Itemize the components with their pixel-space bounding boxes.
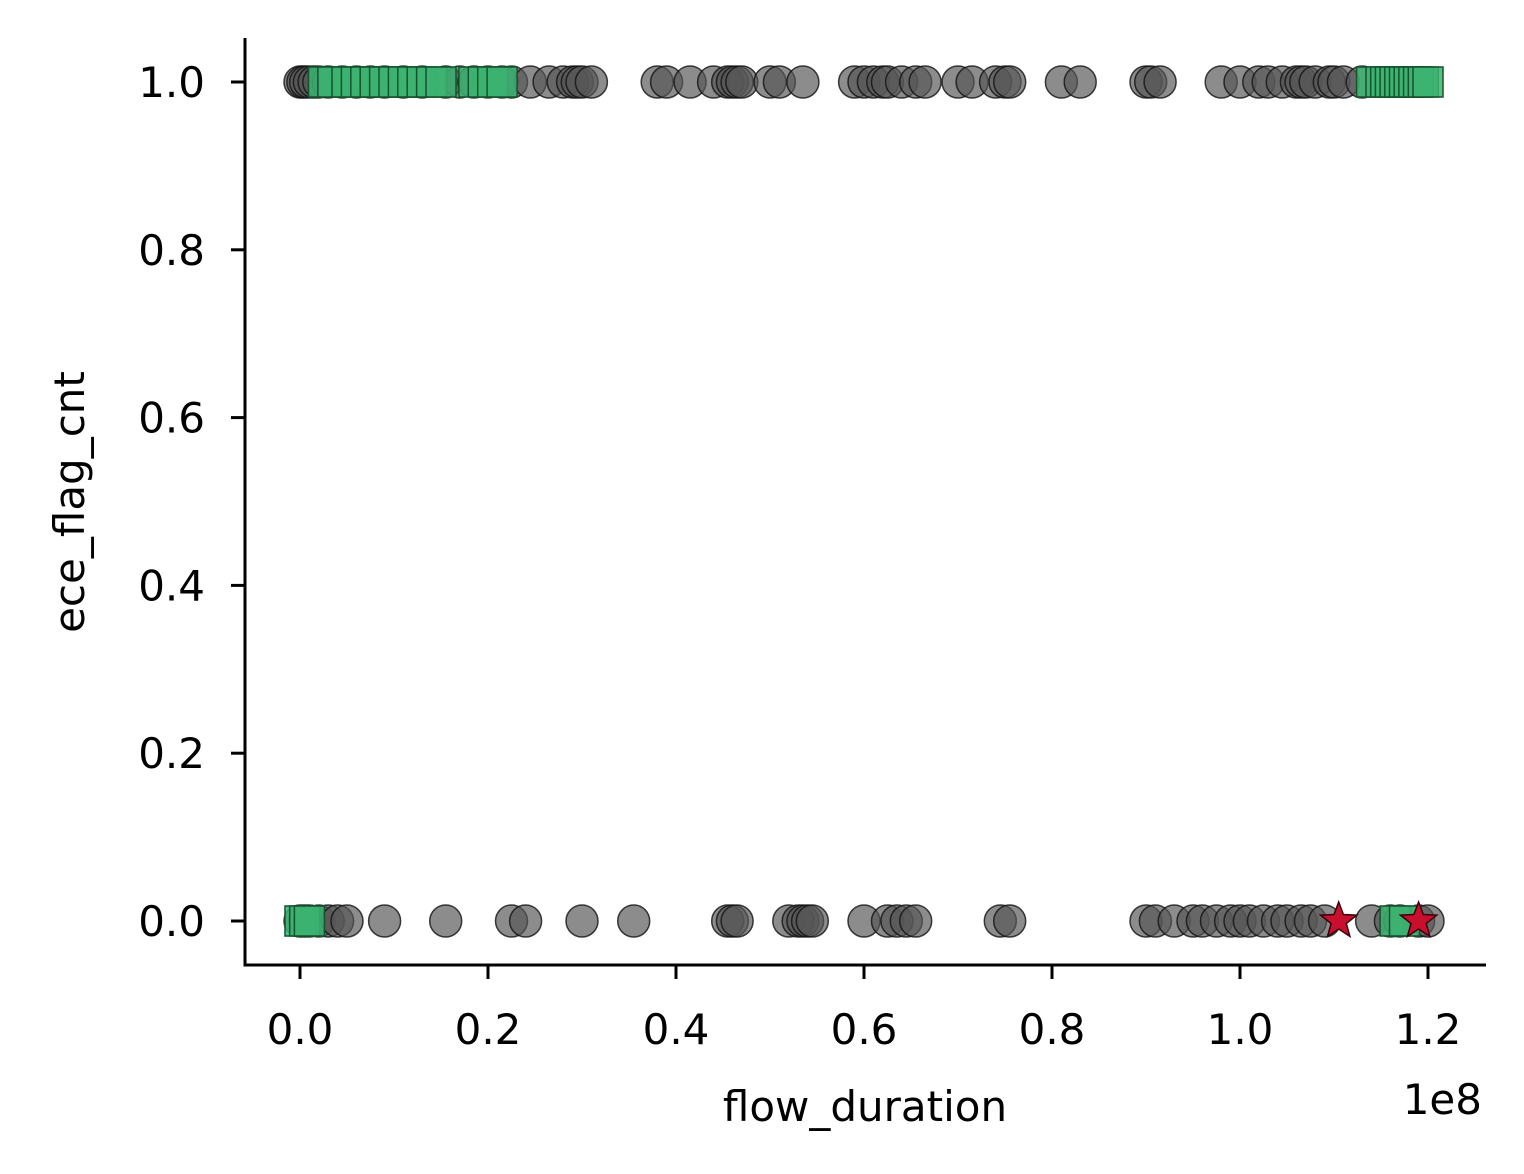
scatter-point-circle [908,65,942,99]
scatter-point-square [486,66,518,98]
scatter-point-circle [992,904,1027,938]
x-tick-label: 1.0 [1207,1005,1274,1054]
scatter-point-circle [574,65,609,99]
x-tick-label: 0.2 [455,1005,522,1054]
x-tick-label: 0.6 [831,1005,898,1054]
y-tick-label: 0.2 [138,729,205,778]
scatter-point-circle [565,904,599,938]
scatter-point-circle [508,904,543,938]
x-axis-offset-text: 1e8 [1403,1075,1482,1124]
y-axis-label: ece_flag_cnt [45,371,94,633]
scatter-point-circle [725,65,759,99]
data-markers [283,65,1445,939]
x-tick-label: 0.8 [1019,1005,1086,1054]
scatter-point-square [1412,66,1444,98]
y-tick-label: 0.4 [138,561,205,610]
y-ticks: 0.0 0.2 0.4 0.6 0.8 1.0 [138,58,245,946]
scatter-point-circle [330,904,364,938]
scatter-point-circle [898,904,933,938]
x-axis-label: flow_duration [723,1082,1007,1131]
scatter-point-square [425,66,457,98]
scatter-point-circle [1063,65,1097,99]
x-tick-label: 0.4 [643,1005,710,1054]
x-tick-label: 0.0 [267,1005,334,1054]
y-tick-label: 1.0 [138,58,205,107]
axes [243,38,1486,967]
scatter-point-circle [786,65,820,99]
scatter-point-circle [720,904,754,938]
y-tick-label: 0.6 [138,394,205,443]
scatter-point-star [1318,899,1359,939]
y-tick-label: 0.0 [138,897,205,946]
scatter-point-circle [428,904,463,938]
scatter-point-circle [992,65,1027,99]
scatter-point-square [293,905,326,937]
scatter-point-circle [795,904,830,938]
scatter-point-star [1398,899,1439,939]
x-ticks: 0.0 0.2 0.4 0.6 0.8 1.0 1.2 [267,965,1462,1054]
scatter-point-circle [616,904,651,938]
y-tick-label: 0.8 [138,226,205,275]
x-tick-label: 1.2 [1395,1005,1462,1054]
scatter-point-circle [1143,65,1177,99]
scatter-point-circle [367,904,402,938]
